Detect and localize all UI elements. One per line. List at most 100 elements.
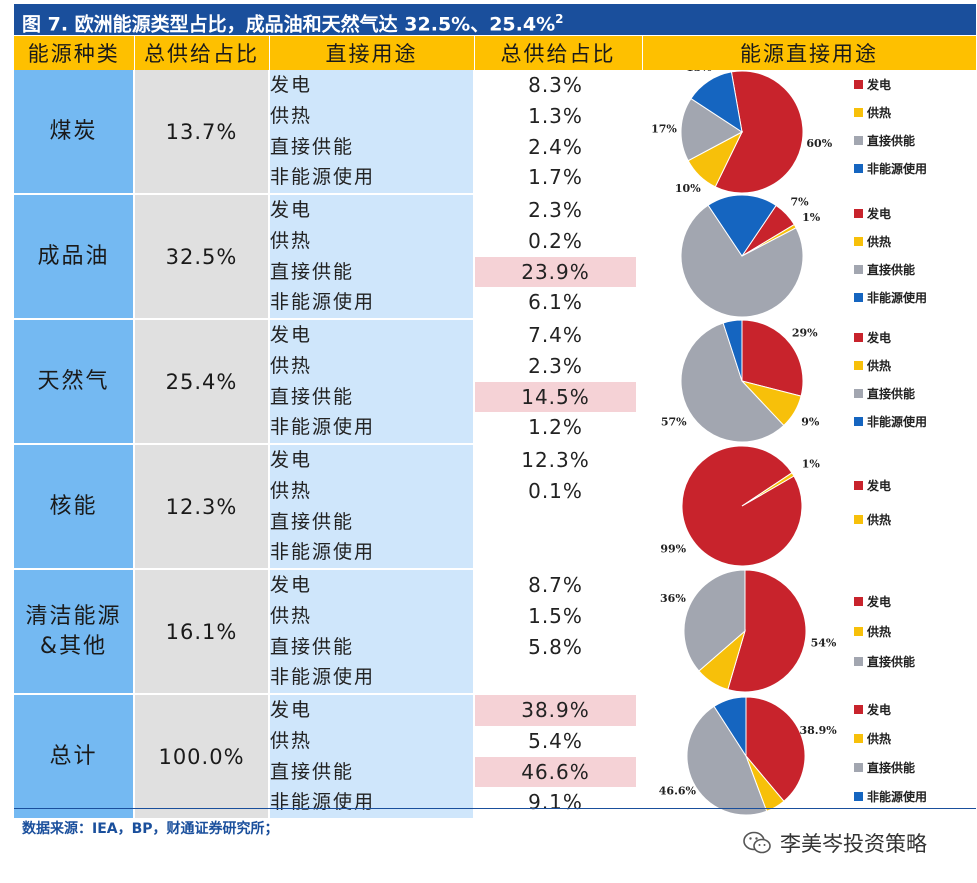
use-label: 发电 [270,449,313,471]
use-label: 发电 [270,74,313,96]
energy-category: 成品油 [14,194,135,320]
legend-swatch [854,237,863,246]
use-label: 直接供能 [270,260,355,283]
category-label: 总计 [49,743,98,769]
total-share: 12.3% [134,444,270,570]
use-label: 供热 [270,479,313,502]
category-label: &其他 [39,633,108,659]
use-share-value: 5.8% [528,634,583,659]
use-share-value [475,507,636,538]
total-share: 13.7% [134,70,270,195]
header-use-share: 总供给占比 [474,36,643,70]
legend-swatch [854,734,863,743]
legend-swatch [854,597,863,606]
legend-swatch [854,417,863,426]
legend-label: 供热 [866,358,891,373]
pie-slice-label: 9% [693,692,712,693]
use-label: 发电 [270,324,313,346]
bottom-rule [14,808,976,809]
use-label: 发电 [270,574,313,596]
legend-label: 发电 [866,702,891,717]
pie-slice-label: 10% [675,182,701,193]
use-share-value [475,662,636,693]
legend-label: 供热 [866,105,891,120]
total-share: 32.5% [134,194,270,320]
category-label: 核能 [49,493,98,519]
use-label: 非能源使用 [270,416,376,439]
pie-slice-label: 60% [806,137,832,150]
legend-label: 发电 [866,478,891,493]
pie-chart-cell: 99% 1% 发电 供热 [642,444,976,570]
use-share-value: 23.9% [475,256,636,288]
pie-slice [727,570,807,693]
pie-slice-label: 13% [686,70,712,74]
pie-slice-label: 54% [811,636,837,649]
legend-label: 直接供能 [867,654,915,669]
total-share: 16.1% [134,569,270,695]
legend-label: 非能源使用 [867,161,927,176]
pie-slice [713,696,747,758]
energy-category: 核能 [14,444,135,570]
use-share-value: 14.5% [475,381,636,413]
use-share-value: 8.3% [528,73,583,97]
data-source: 数据来源：IEA，BP，财通证券研究所； [22,821,279,837]
energy-row: 天然气 25.4% 发电 供热 直接供能 非能源使用 7.4% 2.3% 14.5% 1.2% 29… [14,319,976,445]
pie-slice-label: 9% [801,415,820,428]
pie-slice-label: 1% [802,211,821,224]
use-share-value: 7.4% [528,323,583,347]
category-label: 天然气 [37,368,110,394]
legend-swatch [854,361,863,370]
pie-slice-label: 5.4% [770,816,800,818]
legend-swatch [854,515,863,524]
use-share-value: 1.7% [528,165,583,190]
header-total-share: 总供给占比 [134,36,270,70]
energy-category: 清洁能源 &其他 [14,569,135,695]
pie-slice-label: 38.9% [799,724,837,737]
legend-label: 供热 [866,234,891,249]
legend-swatch [854,108,863,117]
category-label: 成品油 [37,243,110,269]
energy-row: 成品油 32.5% 发电 供热 直接供能 非能源使用 2.3% 0.2% 23.9% 6.1% 7%… [14,194,976,320]
use-share-value [475,537,636,568]
use-list: 发电 供热 直接供能 非能源使用 [269,694,475,820]
use-share-value: 12.3% [521,448,590,472]
pie-slice-label: 57% [661,415,687,428]
category-label: 煤炭 [49,118,98,144]
energy-row: 清洁能源 &其他 16.1% 发电 供热 直接供能 非能源使用 8.7% 1.5% 5.8% 54%… [14,569,976,695]
use-label: 直接供能 [270,510,355,533]
pie-slice [741,320,804,397]
total-share: 100.0% [134,694,270,820]
energy-row: 核能 12.3% 发电 供热 直接供能 非能源使用 12.3% 0.1% 99% 1% 发电 供热 [14,444,976,570]
use-share-list: 12.3% 0.1% [474,444,642,570]
pie-slice-label: 36% [660,592,686,605]
category-label: 清洁能源 [25,603,122,629]
use-list: 发电 供热 直接供能 非能源使用 [269,569,475,695]
use-share-value: 1.3% [528,103,583,128]
use-list: 发电 供热 直接供能 非能源使用 [269,444,475,570]
use-share-value: 2.4% [528,134,583,159]
legend-label: 直接供能 [867,133,915,148]
use-share-value: 0.1% [528,478,583,503]
use-list: 发电 供热 直接供能 非能源使用 [269,319,475,445]
legend-swatch [854,164,863,173]
use-share-value: 46.6% [475,756,636,788]
pie-slice-label: 1% [802,457,821,470]
energy-row: 煤炭 13.7% 发电 供热 直接供能 非能源使用 8.3% 1.3% 2.4% 1.7% 60% 1… [14,70,976,195]
use-share-value: 1.5% [528,603,583,628]
use-share-list: 38.9% 5.4% 46.6% 9.1% [474,694,642,820]
use-share-value: 1.2% [528,415,583,440]
legend-label: 发电 [866,77,891,92]
use-share-value: 2.3% [528,198,583,222]
legend-swatch [854,657,863,666]
legend-label: 非能源使用 [867,414,927,429]
legend-swatch [854,333,863,342]
legend-label: 直接供能 [867,386,915,401]
pie-slice [686,705,768,816]
legend-swatch [854,136,863,145]
legend-label: 非能源使用 [867,789,927,804]
